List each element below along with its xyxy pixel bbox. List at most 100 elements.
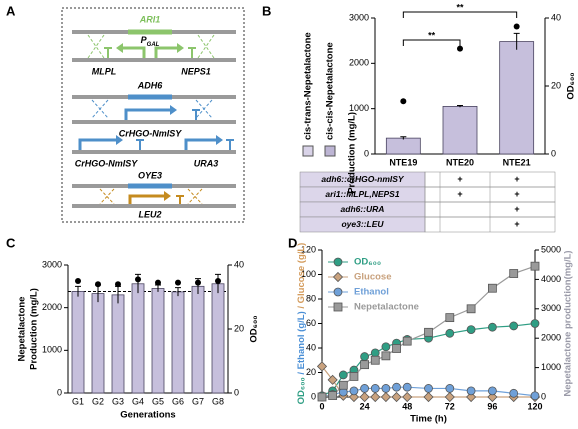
y2-tick-label: 1000 [541, 362, 561, 372]
arrow-head [164, 191, 171, 201]
legend-marker [332, 271, 344, 283]
legend-label: Glucose [354, 272, 392, 283]
marker [445, 384, 455, 393]
marker [338, 380, 348, 390]
marker [509, 269, 519, 278]
error-bar [513, 32, 520, 50]
x-tick-label: G8 [212, 396, 224, 406]
terminator [136, 139, 234, 150]
gene-label: URA3 [194, 158, 219, 168]
table-cell-text: + [514, 204, 519, 214]
y2-tick-label: 40 [551, 12, 561, 22]
y2-tick-label: 20 [551, 80, 561, 90]
table-cell-text: + [514, 219, 519, 229]
marker [316, 361, 328, 372]
bar [171, 291, 185, 394]
y-tick-label: 80 [306, 293, 316, 303]
y-axis-label: OD₆₀₀ / Ethanol (g/L) / Glucose (g/L) [296, 243, 307, 405]
promoter-arrow [78, 138, 216, 150]
marker [370, 391, 381, 403]
od-point [513, 23, 520, 30]
table-cell-text: + [514, 174, 519, 184]
marker [392, 382, 401, 392]
x-tick-label: G1 [72, 396, 84, 406]
y-tick-label: 40 [306, 342, 316, 352]
marker [445, 328, 455, 338]
legend-swatch [324, 145, 336, 157]
marker [424, 327, 433, 337]
arrow-head [116, 43, 184, 53]
terminator [192, 109, 200, 120]
error-bar [175, 287, 181, 297]
marker [359, 391, 370, 403]
bar [191, 285, 205, 394]
x-tick-label: G2 [92, 396, 104, 406]
table-row-label: oye3::LEU [341, 219, 384, 229]
table-cell-text: + [457, 174, 462, 184]
panel-label: D [288, 235, 297, 250]
bar [211, 283, 225, 394]
y2-tick-label: 0 [234, 387, 239, 397]
y-tick-label: 2000 [42, 302, 62, 312]
bar [499, 41, 535, 155]
marker [349, 372, 359, 381]
y2-axis-label: OD₆₀₀ [249, 315, 260, 342]
legend-marker [333, 302, 343, 312]
promoter-label: PGAL [141, 35, 160, 47]
marker [466, 386, 476, 396]
marker [402, 336, 412, 346]
od-point [457, 45, 463, 52]
x-tick-label: NTE21 [503, 157, 531, 167]
gene-label: MLPL [92, 66, 117, 76]
gene-label: ADH6 [137, 80, 163, 90]
x-tick-label: G3 [112, 396, 124, 406]
marker [509, 388, 519, 398]
gene-label: ARI1 [139, 14, 161, 24]
y-axis-label-part: OD₆₀₀ [296, 377, 307, 404]
x-tick-label: 24 [360, 401, 370, 411]
marker [466, 391, 477, 403]
marker [487, 283, 497, 293]
marker [487, 386, 497, 396]
marker [445, 313, 455, 323]
marker [424, 384, 433, 393]
od-point [135, 276, 141, 283]
x-tick-label: 72 [445, 401, 455, 411]
y-tick-label: 3000 [42, 259, 62, 269]
marker [328, 391, 338, 400]
error-bar [75, 285, 81, 297]
x-axis-label: Generations [120, 410, 175, 421]
y2-tick-label: 0 [541, 391, 546, 401]
marker [370, 355, 380, 365]
legend-marker [333, 287, 343, 297]
gene-label: OYE3 [138, 170, 162, 180]
marker [348, 391, 360, 403]
od-point [75, 278, 81, 284]
bar [71, 291, 85, 394]
gene-label: CrHGO-NmISY [119, 128, 183, 138]
y-tick-label: 20 [306, 367, 316, 377]
crossover [91, 99, 213, 119]
significance-bracket [402, 11, 518, 18]
od-point [400, 98, 407, 105]
marker [360, 352, 370, 361]
bar [111, 294, 125, 394]
marker [444, 391, 455, 403]
marker [391, 391, 402, 403]
marker [360, 384, 370, 393]
gene-label: NEPS1 [181, 66, 211, 76]
x-tick-label: 120 [527, 401, 542, 411]
bar [91, 293, 105, 394]
od-point [215, 278, 221, 284]
gene-label: LEU2 [138, 209, 161, 219]
marker [327, 374, 338, 385]
marker [381, 384, 391, 393]
y2-tick-label: 20 [234, 323, 244, 333]
y-tick-label: 2000 [349, 58, 369, 68]
table-row-label: ari1::MLPL,NEPS1 [325, 189, 399, 199]
y2-tick-label: 5000 [541, 244, 561, 254]
significance-bracket [402, 39, 461, 46]
diagram: ARI1 PGAL MLPL NEPS1 ADH6 CrHGO-NmISY Cr… [61, 7, 245, 223]
significance-label: ** [428, 30, 436, 40]
